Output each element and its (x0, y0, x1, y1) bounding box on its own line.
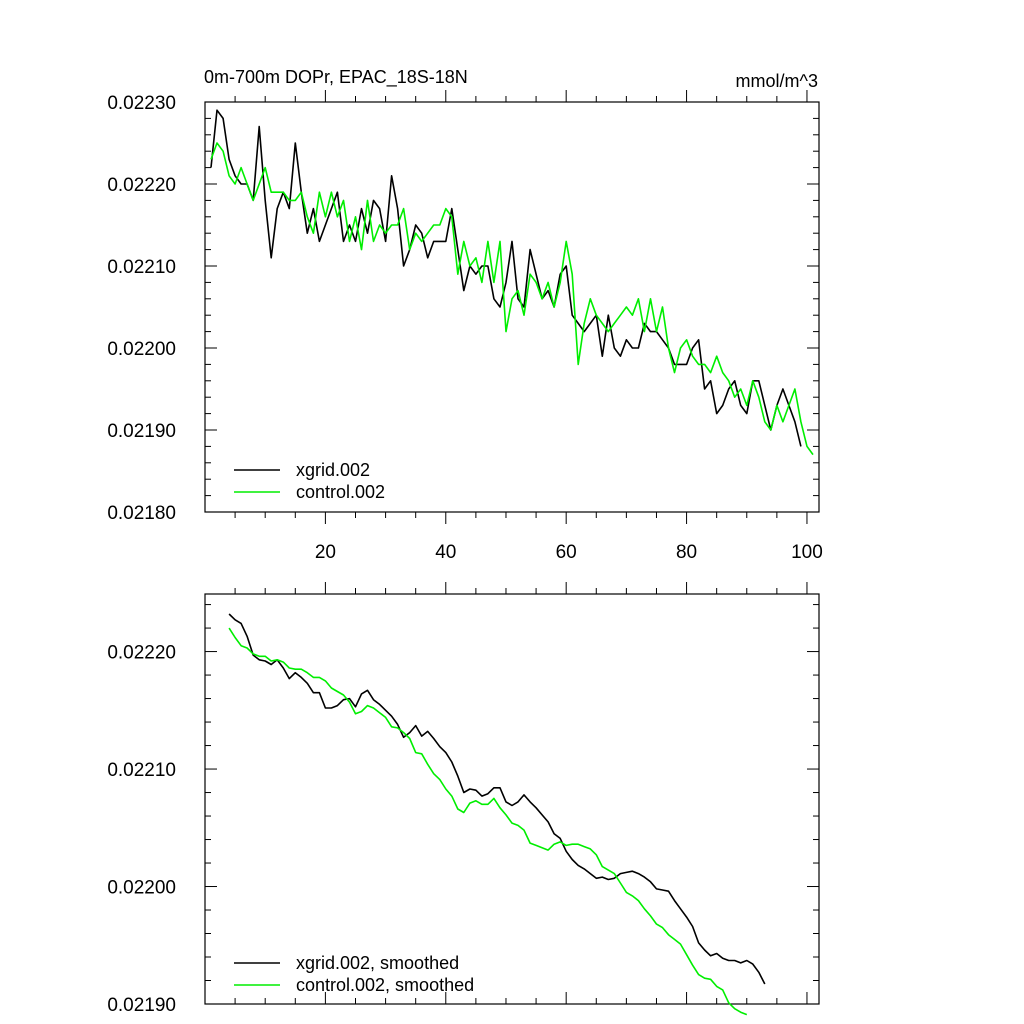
x-tick-label: 80 (676, 542, 697, 563)
y-tick-label: 0.02220 (107, 643, 176, 664)
chart-title: 0m-700m DOPr, EPAC_18S-18N (204, 67, 468, 88)
x-tick-label: 40 (435, 542, 456, 563)
legend-label: control.002 (296, 482, 385, 502)
series-line-xgrid (228, 613, 766, 985)
series-line-xgrid (210, 109, 802, 447)
legend-label: xgrid.002, smoothed (296, 953, 459, 973)
y-tick-label: 0.02200 (107, 339, 176, 360)
y-tick-label: 0.02180 (107, 503, 176, 524)
y-tick-label: 0.02220 (107, 175, 176, 196)
series-line-control (210, 142, 814, 456)
x-tick-label: 100 (791, 542, 823, 563)
y-tick-label: 0.02190 (107, 421, 176, 442)
y-tick-label: 0.02200 (107, 878, 176, 899)
plot-frame (204, 101, 820, 513)
y-tick-label: 0.02210 (107, 257, 176, 278)
series-line-control (228, 627, 748, 1016)
y-tick-label: 0.02190 (107, 995, 176, 1016)
x-tick-label: 20 (315, 542, 336, 563)
y-tick-label: 0.02210 (107, 760, 176, 781)
units-label: mmol/m^3 (736, 71, 818, 91)
legend-label: xgrid.002 (296, 460, 370, 480)
x-tick-label: 60 (556, 542, 577, 563)
bottom-panel: 0.02190 0.02200 0.02210 0.02220 xgrid.002, s… (107, 582, 820, 1016)
top-panel: 0.02180 0.02190 0.02200 0.02210 0.02220 0.022… (107, 90, 823, 563)
plot-frame (204, 593, 820, 1005)
legend-label: control.002, smoothed (296, 975, 474, 995)
y-tick-label: 0.02230 (107, 93, 176, 114)
